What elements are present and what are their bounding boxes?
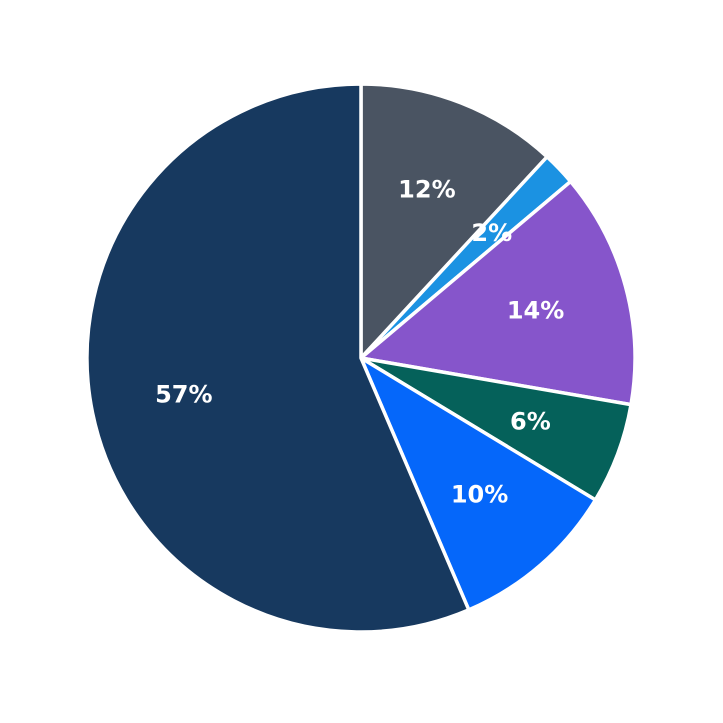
pie-slice-57pct xyxy=(85,82,471,634)
slice-label-12pct: 12% xyxy=(398,176,455,204)
slice-label-2pct: 2% xyxy=(471,219,512,247)
slice-label-10pct: 10% xyxy=(451,481,508,509)
slice-label-57pct: 57% xyxy=(155,380,212,408)
slice-label-6pct: 6% xyxy=(510,407,551,435)
pie-slice-12pct xyxy=(359,82,549,360)
pie-labels: 12% 2% 14% 6% 10% 57% xyxy=(155,176,564,509)
pie-slice-10pct xyxy=(359,356,598,612)
slice-label-14pct: 14% xyxy=(507,297,564,325)
pie-slice-14pct xyxy=(359,179,637,407)
pie-slices xyxy=(85,82,637,634)
